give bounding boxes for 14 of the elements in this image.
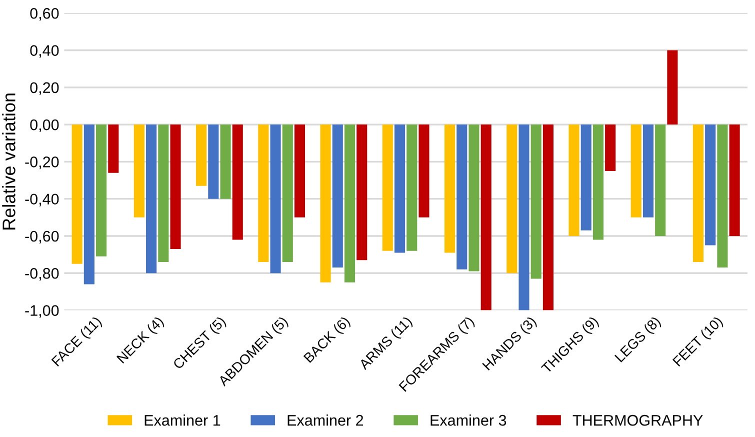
- y-tick-label: -0,80: [25, 268, 59, 281]
- y-tick-label: -0,40: [25, 194, 59, 206]
- y-tick-label: -0,20: [25, 156, 59, 170]
- y-tick-label: 0,20: [30, 82, 59, 95]
- y-tick-label: 0,40: [30, 45, 59, 58]
- legend-label: Examiner 3: [430, 414, 506, 426]
- legend-label: Examiner 2: [288, 414, 364, 426]
- y-tick-label: 0,00: [30, 119, 59, 132]
- y-tick-label: -1,00: [25, 305, 59, 318]
- y-axis-title: Relative variation: [2, 94, 16, 230]
- legend-label: THERMOGRAPHY: [572, 414, 703, 426]
- legend-label: Examiner 1: [144, 414, 220, 426]
- y-tick-label: -0,60: [25, 230, 59, 244]
- y-tick-label: 0,60: [30, 8, 59, 21]
